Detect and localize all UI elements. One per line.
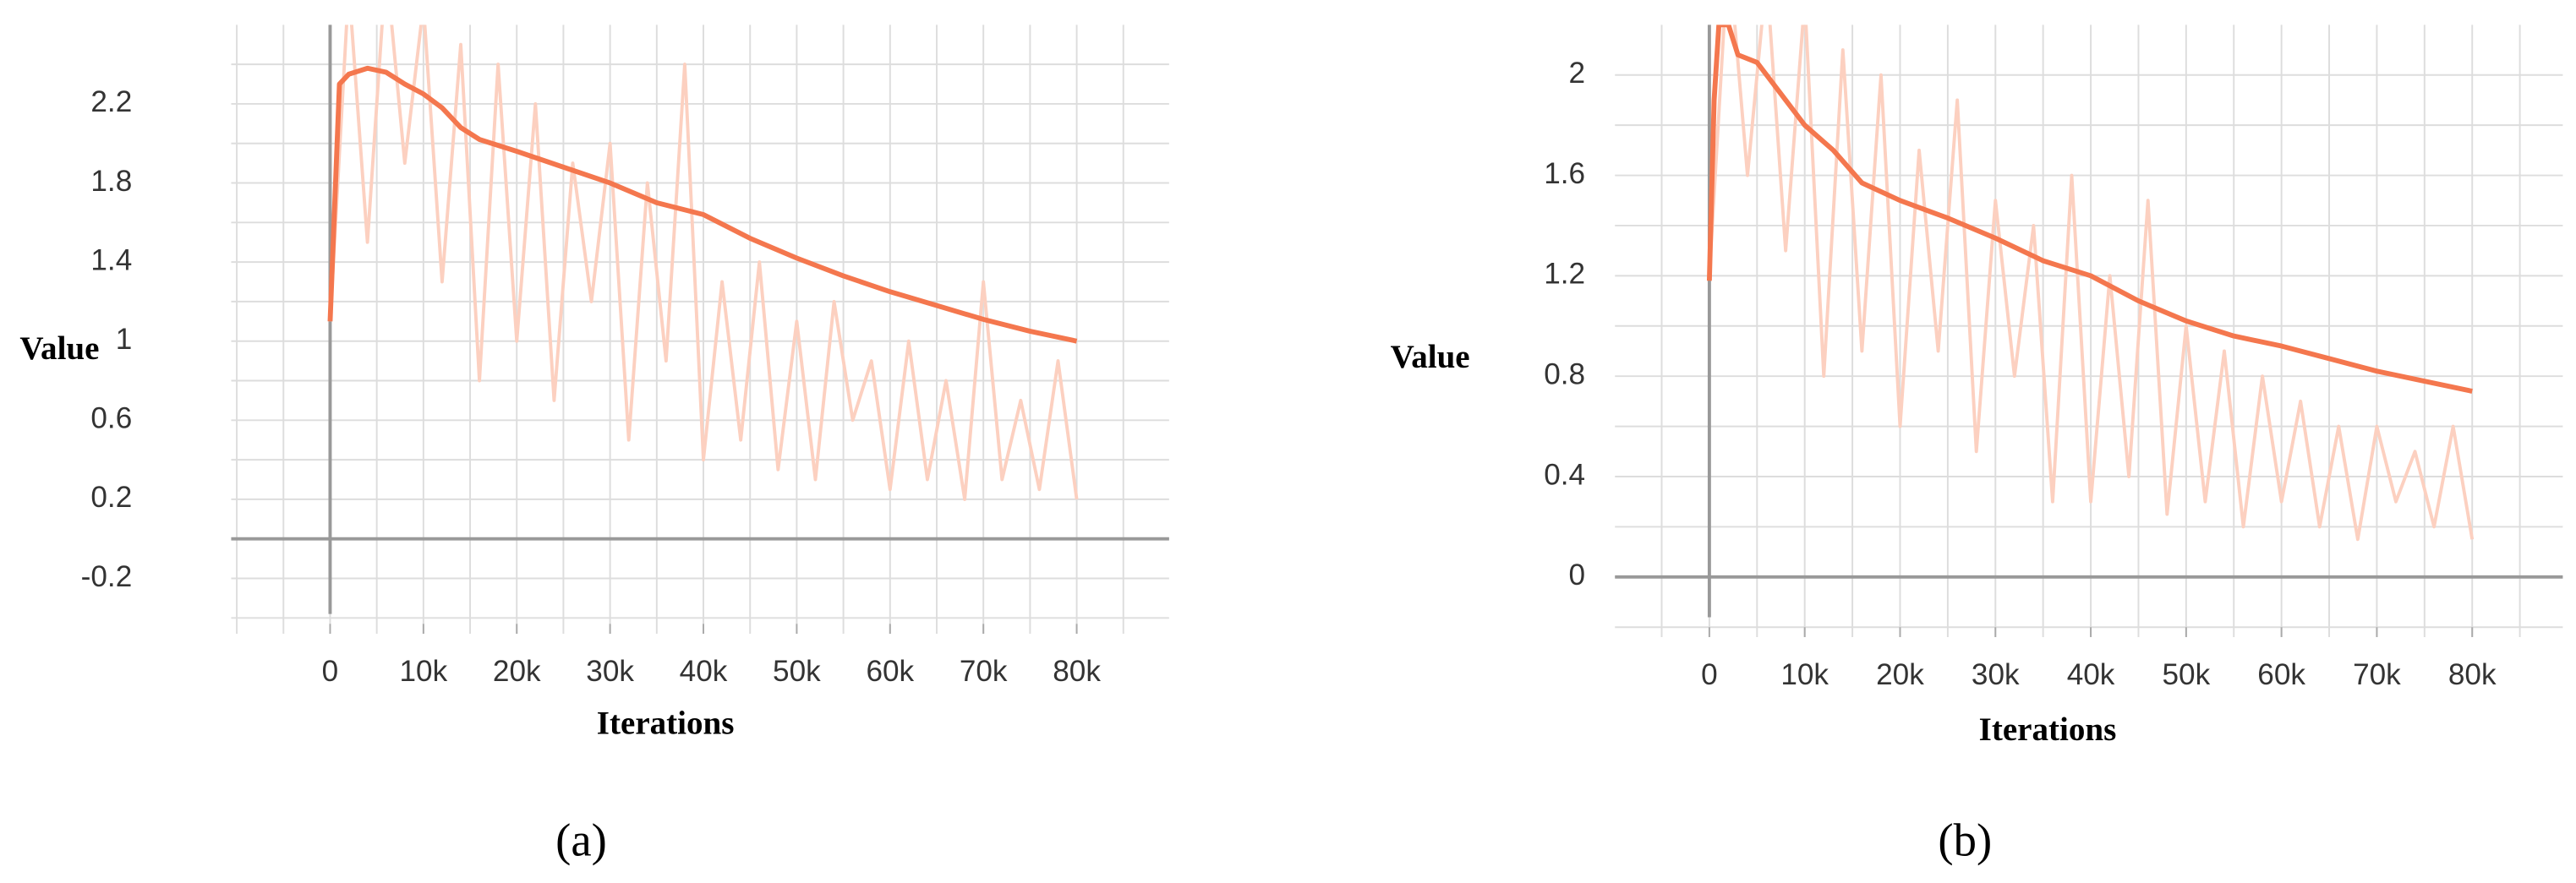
y-tick-label: 0.4 <box>1544 458 1585 491</box>
chart: 0 0.4 0.8 1.2 1.6 2 0 10k 20k 30k 40k 50k 60k 70k 80k V… <box>1391 25 2563 866</box>
y-axis-label: Value <box>19 330 99 367</box>
x-tick-label: 70k <box>960 655 1008 688</box>
x-tick-label: 20k <box>493 655 541 688</box>
x-tick-label: 80k <box>1053 655 1101 688</box>
x-axis-label: Iterations <box>1979 711 2117 748</box>
x-tick-label: 40k <box>680 655 728 688</box>
x-axis-label: Iterations <box>597 705 735 741</box>
x-tick-label: 80k <box>2448 658 2497 691</box>
x-tick-label: 60k <box>2257 658 2305 691</box>
y-tick-label: 0 <box>1569 559 1586 591</box>
y-tick-label: 0.2 <box>90 481 132 514</box>
x-tick-label: 70k <box>2353 658 2401 691</box>
y-tick-label: 1.4 <box>90 243 132 276</box>
y-tick-label: 1.6 <box>1544 157 1585 190</box>
y-tick-label: 2 <box>1569 57 1586 90</box>
smoothed-line <box>327 65 1078 344</box>
x-tick-label: 60k <box>866 655 914 688</box>
x-tick-label: 50k <box>773 655 821 688</box>
x-tick-label: 0 <box>322 655 339 688</box>
caption: (a) <box>555 815 607 866</box>
x-tick-label: 20k <box>1876 658 1924 691</box>
x-tick-label: 10k <box>1780 658 1829 691</box>
chart: -0.2 0.2 0.6 1 1.4 1.8 2.2 0 10k 20k 30k 40k 50k 60k 7… <box>19 25 1169 866</box>
y-tick-label: 1.2 <box>1544 258 1585 291</box>
y-tick-label: 2.2 <box>90 85 132 118</box>
x-tick-label: 30k <box>1972 658 2020 691</box>
y-tick-label: 0.6 <box>90 402 132 435</box>
smoothed-line <box>1706 25 2473 394</box>
y-tick-label: -0.2 <box>81 560 133 593</box>
raw-line <box>1707 25 2475 542</box>
y-axis-label: Value <box>1391 339 1470 375</box>
x-tick-label: 0 <box>1701 658 1718 691</box>
x-tick-label: 10k <box>400 655 448 688</box>
x-tick-label: 40k <box>2067 658 2115 691</box>
y-tick-label: 1 <box>116 323 133 356</box>
y-tick-label: 1.8 <box>90 165 132 198</box>
caption: (b) <box>1938 815 1992 866</box>
y-tick-label: 0.8 <box>1544 357 1585 390</box>
x-tick-label: 30k <box>586 655 634 688</box>
x-tick-label: 50k <box>2163 658 2211 691</box>
